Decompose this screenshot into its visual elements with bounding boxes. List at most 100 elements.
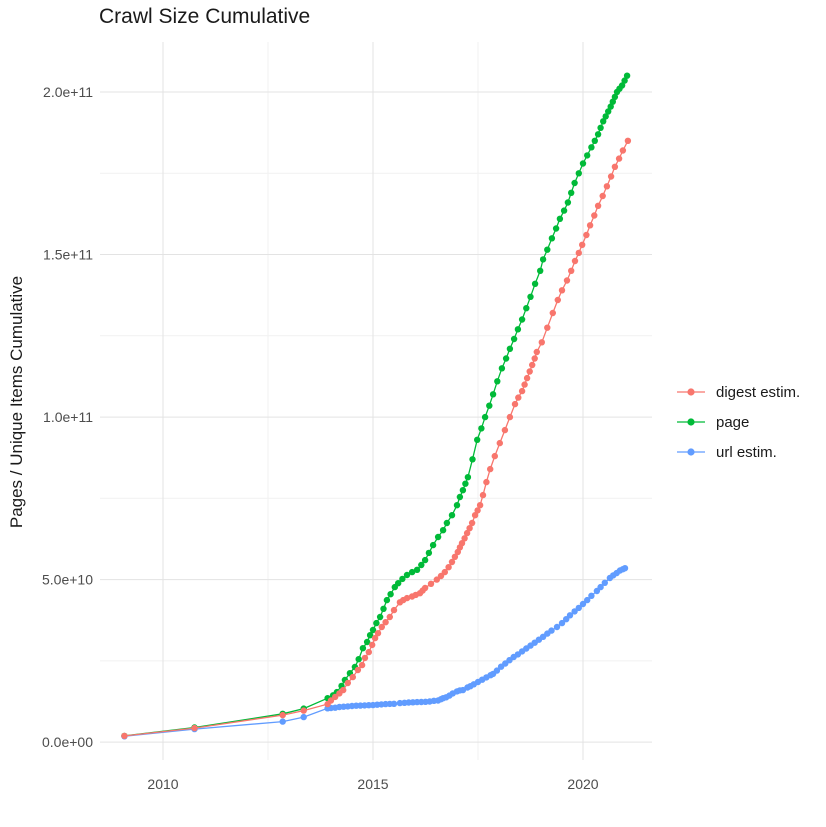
data-point	[443, 519, 451, 527]
y-tick-label: 1.0e+11	[43, 409, 93, 425]
data-point	[448, 512, 456, 519]
data-point	[418, 561, 425, 569]
x-tick-label: 2020	[567, 776, 598, 792]
series-url-estim	[121, 565, 629, 740]
data-point	[478, 425, 485, 432]
data-point	[425, 549, 433, 557]
data-point	[451, 553, 459, 560]
data-point	[526, 368, 533, 375]
data-point	[354, 666, 362, 674]
data-point	[421, 556, 429, 564]
data-point	[544, 246, 551, 253]
data-point	[487, 465, 494, 473]
data-point	[462, 480, 469, 487]
data-point	[463, 529, 471, 537]
data-point	[571, 608, 578, 615]
data-point	[369, 641, 376, 649]
x-tick-label: 2015	[357, 776, 388, 792]
data-point	[445, 564, 452, 571]
data-point	[548, 627, 555, 634]
data-point	[476, 502, 484, 509]
data-point	[539, 256, 547, 263]
data-point	[597, 583, 604, 591]
data-point	[361, 654, 369, 662]
data-point	[363, 638, 371, 646]
data-point	[501, 426, 509, 434]
data-point	[564, 199, 572, 206]
data-point	[471, 512, 479, 519]
data-point	[544, 324, 551, 331]
data-point	[621, 565, 629, 572]
legend-item-digest-estim: digest estim.	[676, 377, 800, 407]
data-point	[434, 533, 442, 541]
data-point	[584, 152, 591, 159]
data-point	[481, 413, 489, 421]
data-point	[433, 576, 440, 583]
data-point	[387, 591, 394, 598]
data-point	[511, 400, 519, 408]
data-point	[560, 207, 568, 214]
legend-item-page: page	[676, 407, 800, 437]
data-point	[575, 604, 582, 612]
data-point	[571, 179, 578, 187]
y-axis-title: Pages / Unique Items Cumulative	[7, 275, 26, 529]
y-tick-label: 0.0e+00	[42, 734, 93, 750]
data-point	[403, 594, 411, 602]
legend-label: url estim.	[716, 443, 777, 461]
data-point	[300, 707, 307, 714]
data-point	[399, 575, 406, 583]
data-point	[549, 309, 556, 317]
data-point	[575, 170, 582, 177]
data-point	[439, 527, 447, 534]
data-point	[553, 623, 561, 631]
data-point	[349, 673, 356, 681]
data-point	[374, 630, 382, 637]
data-point	[554, 296, 561, 304]
data-point	[518, 316, 526, 323]
data-point	[579, 160, 587, 167]
legend-key-icon	[677, 418, 705, 426]
data-point	[279, 711, 286, 719]
legend-key-icon	[677, 448, 705, 456]
data-point	[332, 693, 339, 701]
data-point	[121, 732, 128, 740]
data-point	[594, 131, 602, 138]
data-point	[538, 339, 545, 346]
data-point	[579, 600, 587, 608]
data-point	[453, 502, 461, 509]
chart-title: Crawl Size Cumulative	[99, 5, 311, 28]
data-point	[537, 267, 544, 274]
data-point	[502, 355, 510, 362]
series-page	[121, 72, 631, 740]
data-point	[607, 173, 615, 180]
data-point	[461, 535, 468, 542]
data-point	[390, 700, 398, 707]
data-point	[588, 592, 595, 599]
data-point	[466, 525, 473, 532]
data-point	[498, 365, 506, 372]
data-point	[575, 249, 582, 257]
data-point	[611, 93, 619, 101]
legend-key-icon	[677, 388, 705, 396]
data-point	[605, 108, 612, 115]
data-point	[474, 436, 481, 443]
data-point	[588, 144, 595, 151]
data-point	[521, 381, 528, 388]
legend-item-url-estim: url estim.	[676, 437, 800, 467]
y-tick-label: 1.5e+11	[43, 247, 93, 263]
data-point	[427, 580, 435, 587]
series-line-digest-estim	[124, 140, 629, 737]
data-point	[586, 222, 594, 229]
data-point	[600, 118, 607, 125]
data-point	[300, 713, 307, 721]
data-point	[395, 580, 402, 587]
data-point	[421, 584, 429, 592]
data-point	[355, 656, 362, 663]
data-point	[380, 605, 387, 612]
data-point	[191, 724, 198, 732]
data-point	[533, 348, 540, 356]
x-tick-label: 2010	[147, 776, 178, 792]
data-point	[494, 378, 501, 385]
data-point	[568, 267, 575, 274]
data-point	[584, 596, 591, 604]
